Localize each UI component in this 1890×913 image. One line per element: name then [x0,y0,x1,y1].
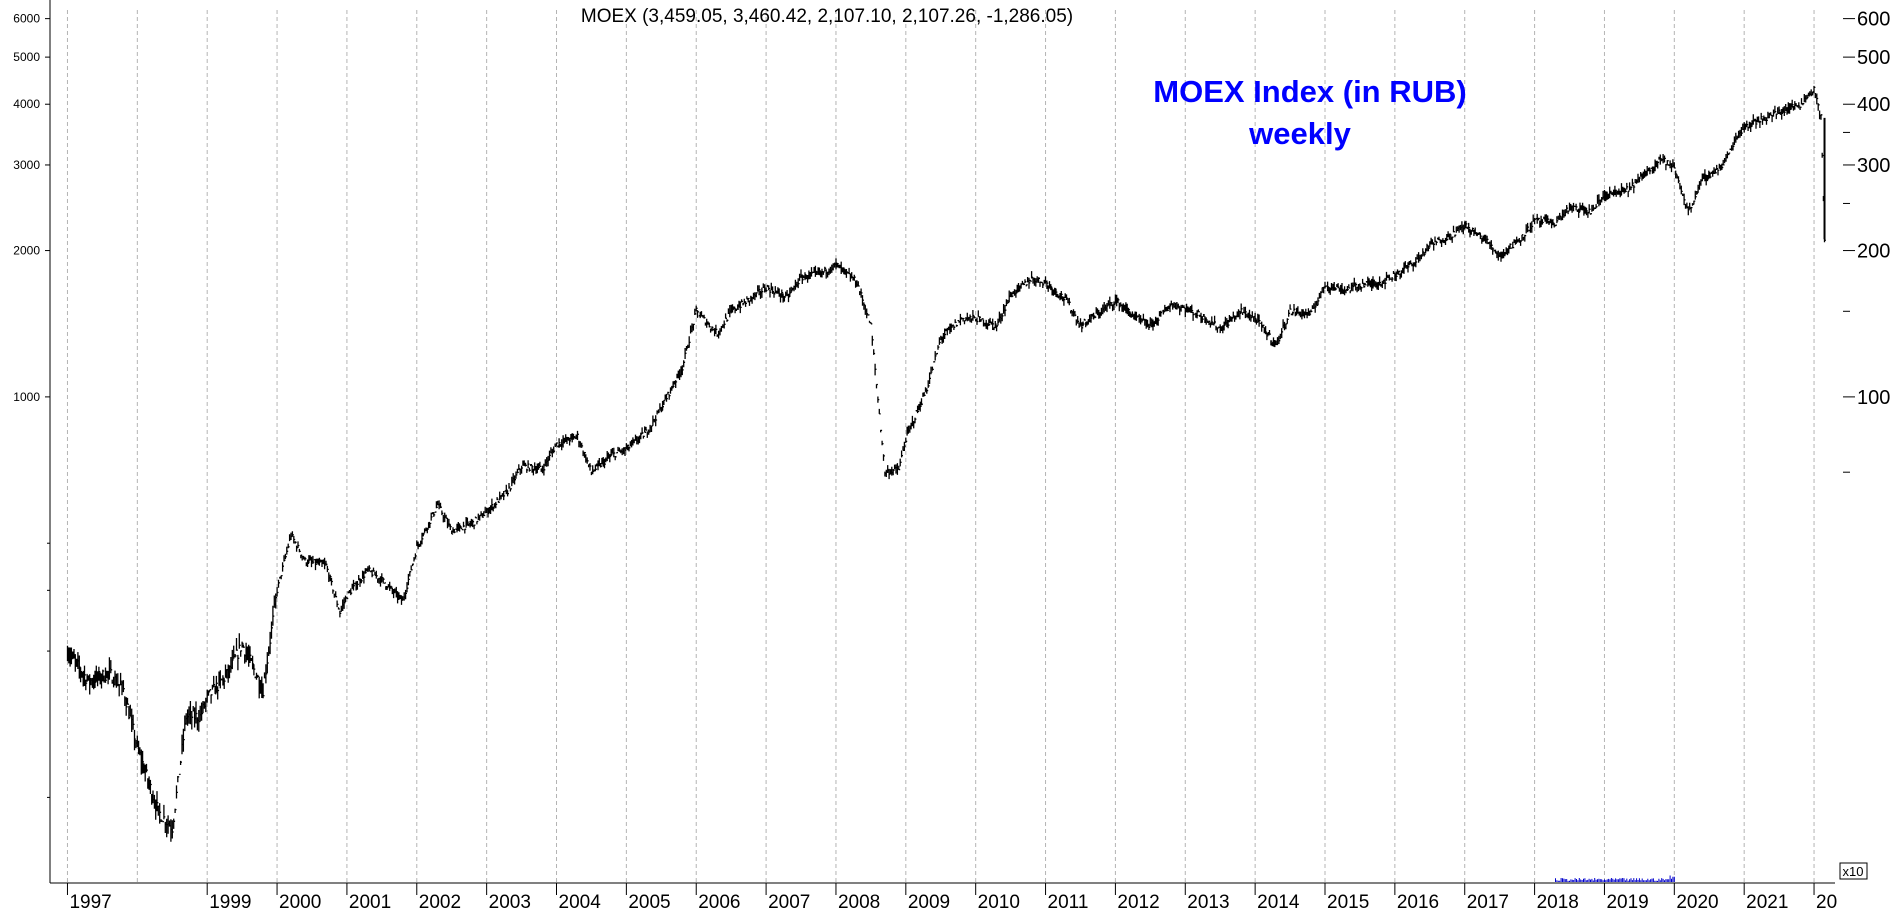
left-tick-label: 4000 [13,97,40,111]
x-tick-label: 2012 [1117,892,1159,913]
x-tick-label: 2021 [1746,892,1788,913]
x-tick-label: 2009 [908,892,950,913]
volume-bars [1555,875,1675,882]
x-tick-label: 2008 [838,892,880,913]
x-tick-label: 2005 [628,892,670,913]
x-tick-label: 2003 [489,892,531,913]
right-tick-label: 100 [1857,387,1890,409]
left-tick-label: 6000 [13,12,40,26]
x-tick-label: 2019 [1606,892,1648,913]
x-tick-label: 2017 [1467,892,1509,913]
x-tick-label: 1997 [69,892,111,913]
scale-badge[interactable]: x10 [1839,862,1868,880]
right-tick-label: 500 [1857,47,1890,69]
x-tick-label: 2011 [1048,892,1089,913]
x-tick-label: 2014 [1257,892,1300,913]
right-y-axis-labels: 600 500 400 300 200 100 [1843,9,1890,473]
x-tick-label: 2018 [1537,892,1579,913]
left-tick-label: 1000 [13,390,40,404]
x-tick-label: 2016 [1397,892,1439,913]
right-tick-label: 400 [1857,94,1890,116]
x-tick-label: 2004 [559,892,602,913]
left-tick-label: 3000 [13,158,40,172]
chart-header: MOEX (3,459.05, 3,460.42, 2,107.10, 2,10… [581,6,1073,27]
x-axis-labels: 1997 1999 2000 2001 2002 2003 2004 2005 2006 2007… [66,883,1837,913]
x-tick-label: 1999 [209,892,251,913]
right-tick-label: 600 [1857,9,1890,31]
svg-text:x10: x10 [1843,864,1864,879]
x-tick-label: 2000 [279,892,321,913]
annotation-line-2: weekly [1248,116,1351,151]
price-bars [66,85,1826,842]
left-tick-label: 5000 [13,50,40,64]
x-tick-label: 2010 [978,892,1020,913]
axes [49,0,1835,884]
x-tick-label: 2020 [1676,892,1718,913]
x-tick-label: 2013 [1187,892,1229,913]
year-gridlines [66,10,1815,883]
x-tick-label: 2006 [698,892,740,913]
x-tick-label: 2002 [419,892,461,913]
left-y-axis-labels: 7000600050004000300020001000 [13,12,50,798]
price-series [66,85,1826,842]
annotation-line-1: MOEX Index (in RUB) [1153,74,1466,109]
x-tick-label: 2007 [768,892,810,913]
x-tick-label: 2001 [349,892,391,913]
x-tick-label: 2015 [1327,892,1369,913]
right-tick-label: 300 [1857,155,1890,177]
volume-marks [1555,875,1675,882]
left-tick-label: 2000 [13,244,40,258]
x-tick-label: 20 [1816,892,1837,913]
right-tick-label: 200 [1857,241,1890,263]
